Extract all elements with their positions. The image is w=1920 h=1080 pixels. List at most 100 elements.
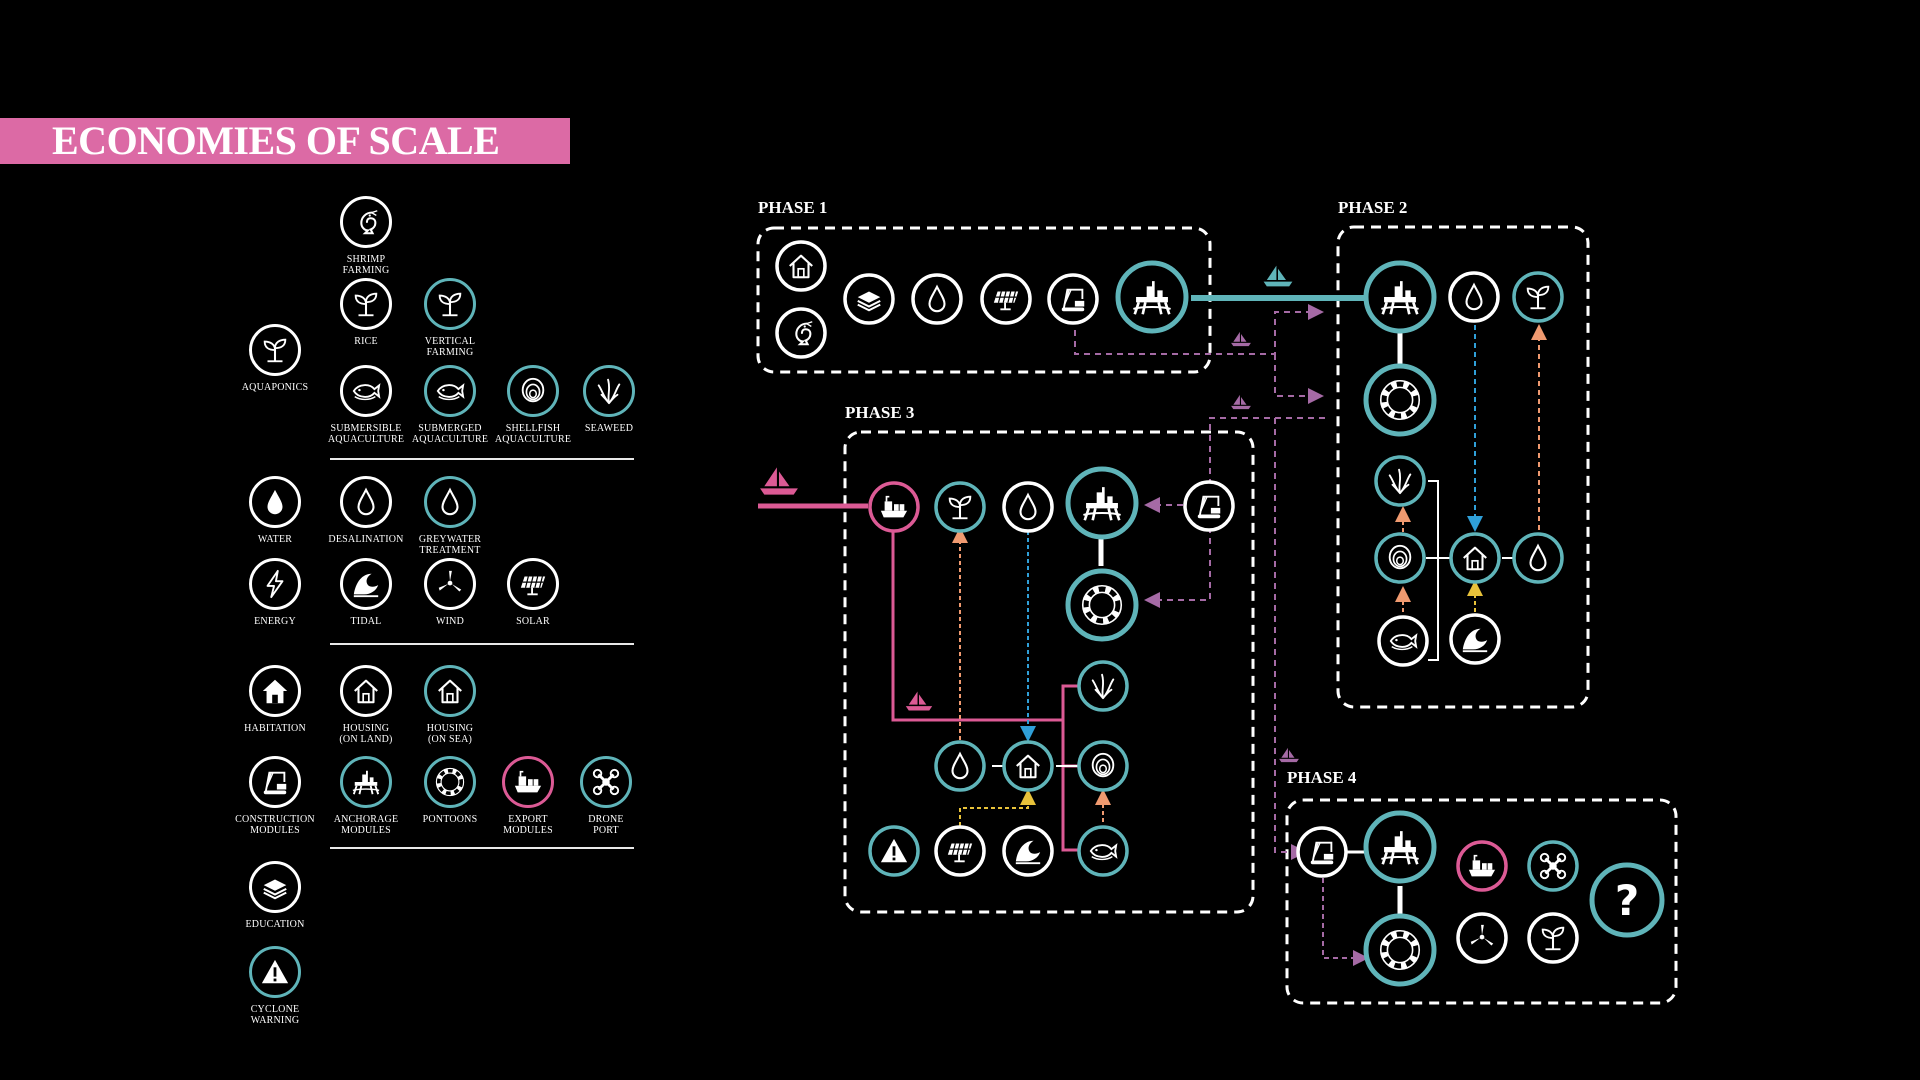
- platform-icon: [1363, 810, 1437, 884]
- shell-icon: [1077, 740, 1129, 792]
- legend-item-education: EDUCATION: [225, 861, 325, 930]
- legend-label: PONTOONS: [422, 814, 478, 825]
- drone-icon: [580, 756, 632, 808]
- shrimp-icon: [775, 307, 827, 359]
- legend-label: VERTICAL FARMING: [424, 336, 476, 358]
- solar-icon: [934, 825, 986, 877]
- fish-icon: [1377, 615, 1429, 667]
- legend-item-aquaponics: AQUAPONICS: [225, 324, 325, 393]
- house-icon: [775, 240, 827, 292]
- legend-item-vertical: VERTICAL FARMING: [400, 278, 500, 358]
- sprout-icon: [340, 278, 392, 330]
- fish-icon: [1077, 825, 1129, 877]
- legend-divider: [330, 643, 634, 645]
- crane-icon: [1047, 273, 1099, 325]
- house-icon: [1449, 532, 1501, 584]
- wave-icon: [1449, 613, 1501, 665]
- drop-icon: [249, 476, 301, 528]
- drop-icon: [1448, 271, 1500, 323]
- lifebuoy-icon: [424, 756, 476, 808]
- legend-item-rice: RICE: [316, 278, 416, 347]
- legend-label: SEAWEED: [584, 423, 634, 434]
- crane-icon: [249, 756, 301, 808]
- pink-connector: [891, 530, 1078, 852]
- sprout-icon: [1527, 912, 1579, 964]
- legend-item-submerged: SUBMERGED AQUACULTURE: [400, 365, 500, 445]
- legend-item-housing-sea: HOUSING (ON SEA): [400, 665, 500, 745]
- sailboat-icon: [1231, 394, 1251, 410]
- legend-label: EDUCATION: [245, 919, 305, 930]
- question-mark: ?: [1615, 876, 1639, 925]
- legend-label: SUBMERSIBLE AQUACULTURE: [327, 423, 405, 445]
- ship-icon: [1456, 840, 1508, 892]
- legend-label: HOUSING (ON LAND): [339, 723, 393, 745]
- legend-item-export: EXPORT MODULES: [478, 756, 578, 836]
- legend-label: ENERGY: [254, 616, 296, 627]
- sailboat-icon: [1263, 265, 1293, 287]
- legend-label: SUBMERGED AQUACULTURE: [411, 423, 489, 445]
- legend-item-grey: GREYWATER TREATMENT: [400, 476, 500, 556]
- legend-item-energy: ENERGY: [225, 558, 325, 627]
- sailboat-icon: [760, 467, 798, 495]
- purple-dashed-arrow: [1274, 418, 1307, 860]
- drop-icon: [1512, 532, 1564, 584]
- house-icon: [340, 665, 392, 717]
- shell-icon: [1374, 532, 1426, 584]
- legend-divider: [330, 458, 634, 460]
- wave-icon: [340, 558, 392, 610]
- legend-item-solar: SOLAR: [483, 558, 583, 627]
- fish-icon: [340, 365, 392, 417]
- legend-label: WATER: [257, 534, 293, 545]
- drop-icon: [424, 476, 476, 528]
- legend-label: CYCLONE WARNING: [250, 1004, 300, 1026]
- legend-label: CONSTRUCTION MODULES: [235, 814, 315, 836]
- legend-item-housing-land: HOUSING (ON LAND): [316, 665, 416, 745]
- phase-2-box: [1336, 225, 1590, 709]
- solar-icon: [980, 273, 1032, 325]
- lifebuoy-icon: [1065, 568, 1139, 642]
- warning-icon: [868, 825, 920, 877]
- legend-label: DRONE PORT: [588, 814, 624, 836]
- legend-item-submersible: SUBMERSIBLE AQUACULTURE: [316, 365, 416, 445]
- legend-item-construction: CONSTRUCTION MODULES: [225, 756, 325, 836]
- legend-label: AQUAPONICS: [241, 382, 309, 393]
- legend-item-shrimp: SHRIMP FARMING: [316, 196, 416, 276]
- solar-icon: [507, 558, 559, 610]
- sailboat-icon: [1279, 747, 1299, 763]
- sailboat-icon: [1231, 331, 1251, 347]
- purple-dashed-arrow: [1074, 304, 1324, 355]
- phase-4-label: PHASE 4: [1287, 768, 1357, 787]
- title-banner: ECONOMIES OF SCALE: [0, 118, 570, 164]
- legend-item-desal: DESALINATION: [316, 476, 416, 545]
- drone-icon: [1527, 840, 1579, 892]
- legend-label: SHELLFISH AQUACULTURE: [494, 423, 572, 445]
- sailboat-icon: [905, 691, 933, 711]
- sprout-icon: [1512, 271, 1564, 323]
- legend-item-wind: WIND: [400, 558, 500, 627]
- lifebuoy-icon: [1363, 913, 1437, 987]
- drop-icon: [1002, 481, 1054, 533]
- phase-3-label: PHASE 3: [845, 403, 915, 422]
- platform-icon: [1115, 260, 1189, 334]
- legend-label: SOLAR: [516, 616, 550, 627]
- phase-3-box: [843, 430, 1255, 914]
- legend-item-drone: DRONE PORT: [556, 756, 656, 836]
- phase-4-box: [1285, 798, 1678, 1005]
- drop-icon: [934, 740, 986, 792]
- wave-icon: [1002, 825, 1054, 877]
- seaweed-icon: [1077, 660, 1129, 712]
- legend-item-tidal: TIDAL: [316, 558, 416, 627]
- ship-icon: [502, 756, 554, 808]
- legend-item-habitation: HABITATION: [225, 665, 325, 734]
- phase-1-label: PHASE 1: [758, 198, 828, 217]
- books-icon: [249, 861, 301, 913]
- sprout-icon: [424, 278, 476, 330]
- phase-2-label: PHASE 2: [1338, 198, 1408, 217]
- sprout-icon: [249, 324, 301, 376]
- seaweed-icon: [1374, 455, 1426, 507]
- platform-icon: [1363, 260, 1437, 334]
- legend-item-pontoons: PONTOONS: [400, 756, 500, 825]
- purple-dashed-arrow: [1274, 354, 1324, 404]
- purple-dashed-arrow: [1322, 878, 1369, 966]
